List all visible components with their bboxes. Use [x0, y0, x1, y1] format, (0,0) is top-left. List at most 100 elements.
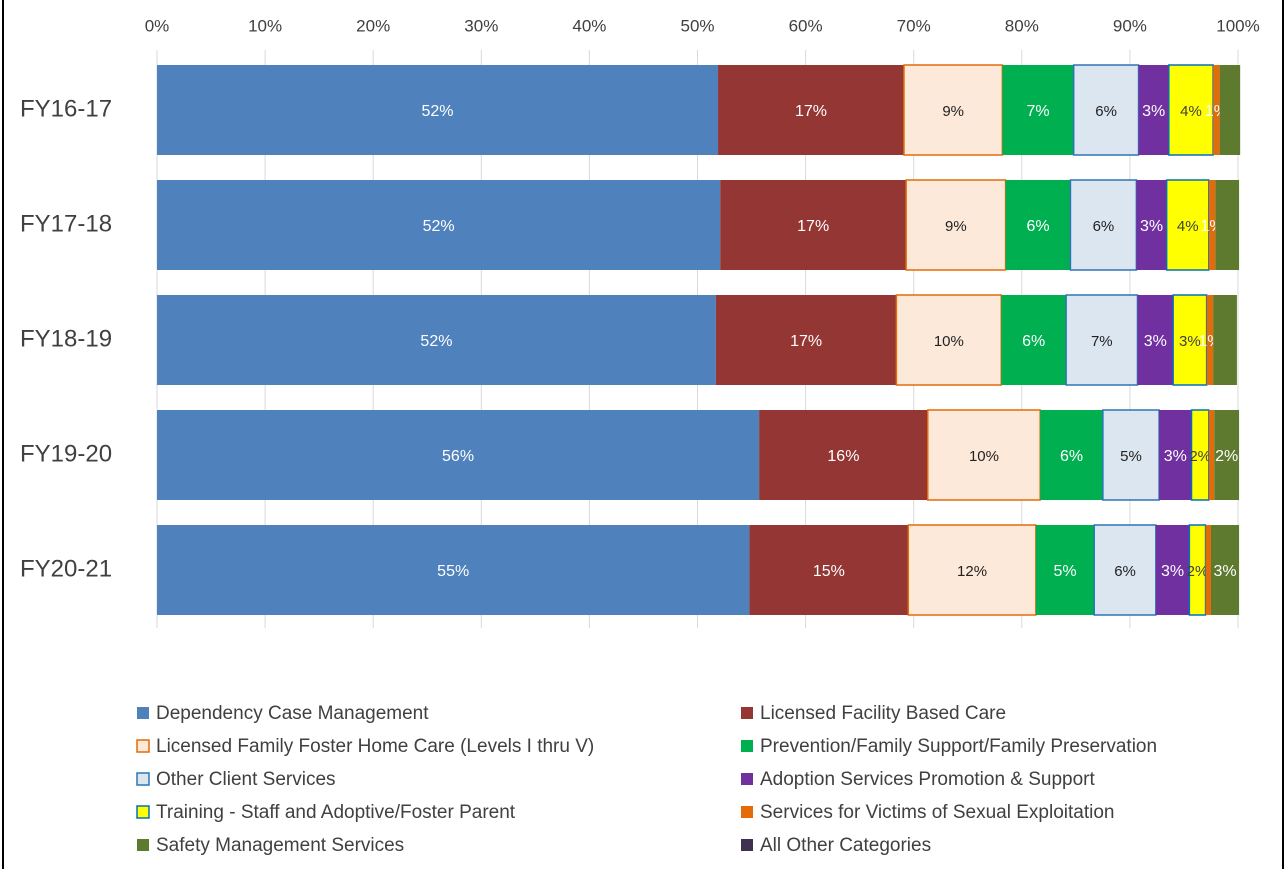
data-label: 5%: [1120, 448, 1142, 465]
data-label: 2%: [1187, 563, 1209, 580]
bar-segment: [907, 524, 1037, 616]
x-tick-label: 60%: [789, 16, 823, 35]
x-tick-label: 70%: [897, 16, 931, 35]
legend-label: Prevention/Family Support/Family Preserv…: [760, 736, 1157, 757]
bar-segment: [157, 180, 721, 270]
data-label: 56%: [442, 448, 474, 465]
bar-segment: [1069, 179, 1138, 271]
y-tick-label: FY18-19: [20, 325, 112, 352]
bar-segment: [1072, 64, 1140, 156]
bar-segment: [1172, 294, 1208, 386]
bar-segment: [1213, 295, 1237, 385]
data-label: 52%: [422, 103, 454, 120]
data-label: 12%: [957, 563, 987, 580]
bar-segment: [1159, 410, 1192, 500]
bar-segment: [1136, 180, 1167, 270]
bar-segment: [1040, 410, 1103, 500]
data-label: 5%: [1053, 563, 1076, 580]
data-label: 4%: [1180, 103, 1202, 120]
legend-label: Licensed Facility Based Care: [760, 703, 1006, 724]
legend-label: Services for Victims of Sexual Exploitat…: [760, 802, 1114, 823]
legend-label: All Other Categories: [760, 835, 931, 856]
bar-segment: [1210, 525, 1240, 615]
bar-segment: [1102, 409, 1160, 501]
bar-segment: [1001, 295, 1067, 385]
bar-segment: [1219, 65, 1241, 155]
x-tick-label: 50%: [680, 16, 714, 35]
bar-segment: [1208, 410, 1215, 500]
data-label: 7%: [1091, 333, 1113, 350]
bar-segment: [718, 65, 904, 155]
data-label: 6%: [1114, 563, 1136, 580]
data-label: 3%: [1213, 563, 1236, 580]
bar-segment: [1155, 525, 1190, 615]
bar-segment: [1208, 180, 1216, 270]
data-label: 3%: [1164, 448, 1187, 465]
bar-segment: [1002, 65, 1074, 155]
legend-label: Dependency Case Management: [156, 703, 429, 724]
data-label: 17%: [795, 103, 827, 120]
x-tick-label: 10%: [248, 16, 282, 35]
legend-swatch: [137, 707, 149, 719]
bar-segment: [903, 64, 1004, 156]
x-tick-label: 20%: [356, 16, 390, 35]
bar-segment: [1214, 410, 1240, 500]
data-label: 10%: [934, 333, 964, 350]
legend-swatch: [741, 773, 753, 785]
bar-segment: [715, 295, 897, 385]
data-label: 6%: [1095, 103, 1117, 120]
bar-segment: [749, 525, 909, 615]
data-label: 3%: [1142, 103, 1165, 120]
bar-segment: [1205, 525, 1211, 615]
data-label: 16%: [827, 448, 859, 465]
legend-label: Training - Staff and Adoptive/Foster Par…: [156, 802, 516, 823]
y-tick-label: FY19-20: [20, 440, 112, 467]
legend-swatch: [741, 707, 753, 719]
x-tick-label: 100%: [1216, 16, 1259, 35]
y-tick-label: FY20-21: [20, 555, 112, 582]
x-tick-label: 80%: [1005, 16, 1039, 35]
data-label: 3%: [1179, 333, 1201, 350]
data-label: 17%: [790, 333, 822, 350]
legend-swatch: [741, 806, 753, 818]
bar-segment: [1213, 65, 1220, 155]
bar-segment: [1168, 64, 1214, 156]
data-label: 10%: [969, 448, 999, 465]
y-tick-label: FY16-17: [20, 95, 112, 122]
legend-label: Safety Management Services: [156, 835, 404, 856]
legend-swatch: [136, 739, 150, 753]
bar-segment: [905, 179, 1007, 271]
bar-segment: [1206, 295, 1214, 385]
legend-swatch: [136, 805, 150, 819]
legend-swatch: [741, 839, 753, 851]
legend-swatch: [137, 839, 149, 851]
legend-swatch: [741, 740, 753, 752]
x-tick-label: 0%: [145, 16, 170, 35]
bar-segment: [1138, 65, 1169, 155]
bar-segment: [1005, 180, 1071, 270]
bar-segment: [759, 410, 928, 500]
bar-segment: [1215, 180, 1240, 270]
bar-segment: [157, 65, 719, 155]
bar-segment: [1065, 294, 1139, 386]
x-tick-label: 40%: [572, 16, 606, 35]
bar-segment: [1165, 179, 1210, 271]
data-label: 9%: [945, 218, 967, 235]
data-label: 3%: [1161, 563, 1184, 580]
data-label: 3%: [1144, 333, 1167, 350]
data-label: 52%: [420, 333, 452, 350]
legend-label: Licensed Family Foster Home Care (Levels…: [156, 736, 594, 757]
data-label: 6%: [1022, 333, 1045, 350]
bar-segment: [1035, 525, 1095, 615]
bar-segment: [895, 294, 1003, 386]
data-label: 6%: [1060, 448, 1083, 465]
bar-segment: [157, 410, 760, 500]
data-label: 2%: [1189, 448, 1211, 465]
data-label: 17%: [797, 218, 829, 235]
data-label: 52%: [423, 218, 455, 235]
x-tick-label: 90%: [1113, 16, 1147, 35]
legend-label: Adoption Services Promotion & Support: [760, 769, 1096, 790]
data-label: 4%: [1177, 218, 1199, 235]
y-tick-label: FY17-18: [20, 210, 112, 237]
